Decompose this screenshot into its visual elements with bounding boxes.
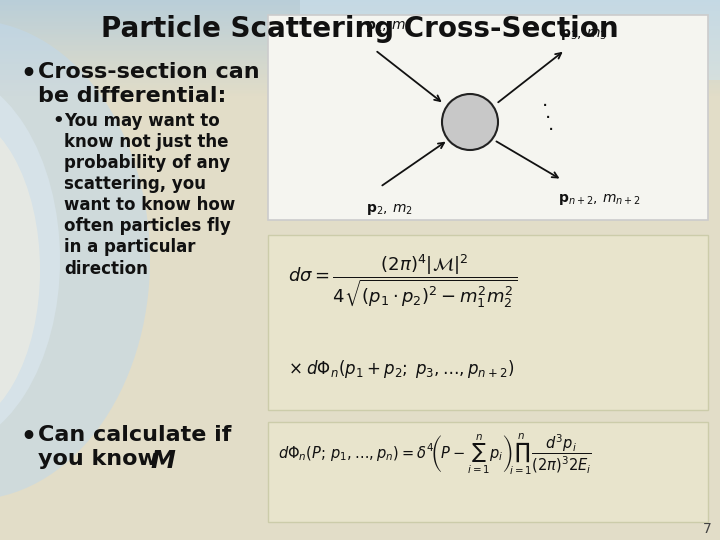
Bar [0,55,720,56]
Bar [0,11,720,13]
Bar [0,48,720,50]
Bar [0,51,720,53]
Bar [300,0,720,80]
Bar [0,25,720,27]
Text: $\mathbf{p}_2,\, m_2$: $\mathbf{p}_2,\, m_2$ [366,202,413,217]
Bar [0,21,720,22]
Ellipse shape [0,20,150,500]
Text: •: • [20,62,36,86]
Bar [0,78,720,80]
Text: M: M [150,449,175,473]
Bar [0,45,720,46]
Bar [0,46,720,48]
Text: $\times\; d\Phi_n(p_1 + p_2;\; p_3,\ldots,p_{n+2})$: $\times\; d\Phi_n(p_1 + p_2;\; p_3,\ldot… [288,358,515,380]
Bar [0,29,720,30]
Bar [0,59,720,61]
Bar [0,16,720,18]
Bar [0,33,720,35]
Bar [0,43,720,45]
Bar [0,69,720,70]
Bar [0,58,720,59]
Text: .: . [548,114,554,133]
Text: $\mathbf{p}_1,\, m_1$: $\mathbf{p}_1,\, m_1$ [365,19,412,34]
FancyBboxPatch shape [268,15,708,220]
Bar [0,22,720,24]
Text: •: • [52,112,63,130]
Bar [0,38,720,40]
Bar [0,56,720,58]
Text: $d\Phi_n(P;\,p_1,\ldots,p_n) = \delta^4\!\left(P - \sum_{i=1}^{n} p_i\right)\!\p: $d\Phi_n(P;\,p_1,\ldots,p_n) = \delta^4\… [278,432,592,477]
Bar [0,83,720,85]
Bar [0,85,720,86]
Ellipse shape [0,70,60,450]
Circle shape [442,94,498,150]
Bar [0,77,720,78]
Bar [0,61,720,63]
Bar [0,5,720,6]
Bar [0,0,720,2]
FancyBboxPatch shape [268,235,708,410]
Bar [0,42,720,43]
Text: .: . [545,103,551,122]
Text: •: • [20,425,36,449]
Bar [0,80,720,82]
Text: Particle Scattering Cross-Section: Particle Scattering Cross-Section [102,15,618,43]
Bar [0,86,720,88]
Text: $\mathbf{p}_3,\, m_3$: $\mathbf{p}_3,\, m_3$ [560,27,607,42]
Bar [0,53,720,55]
Bar [0,72,720,73]
Bar [0,32,720,33]
Bar [0,70,720,72]
Bar [0,2,720,3]
Bar [0,63,720,64]
Bar [0,10,720,11]
Bar [0,24,720,25]
Bar [0,6,720,8]
Bar [0,15,720,16]
Bar [0,93,720,94]
Bar [0,37,720,38]
Bar [0,35,720,37]
Bar [0,18,720,19]
Bar [0,13,720,15]
Text: You may want to
know not just the
probability of any
scattering, you
want to kno: You may want to know not just the probab… [64,112,235,278]
Bar [0,67,720,69]
Text: .: . [542,91,548,110]
Text: 7: 7 [703,522,712,536]
Bar [0,3,720,5]
Bar [0,64,720,65]
Bar [0,91,720,93]
Text: Can calculate if
you know: Can calculate if you know [38,425,231,469]
FancyBboxPatch shape [268,422,708,522]
Text: $d\sigma = \dfrac{(2\pi)^4 |\mathcal{M}|^2}{4\sqrt{(p_1 \cdot p_2)^2 - m_1^2 m_2: $d\sigma = \dfrac{(2\pi)^4 |\mathcal{M}|… [288,253,517,311]
Bar [0,8,720,10]
Bar [0,82,720,83]
Bar [0,50,720,51]
Text: Cross-section can
be differential:: Cross-section can be differential: [38,62,260,106]
Bar [0,94,720,96]
Bar [0,88,720,90]
Bar [0,75,720,77]
Bar [0,30,720,32]
Bar [0,65,720,67]
Bar [0,19,720,21]
Bar [0,27,720,29]
Ellipse shape [0,110,40,430]
Bar [0,73,720,75]
Bar [0,90,720,91]
Bar [0,40,720,42]
Text: $\mathbf{p}_{n+2},\, m_{n+2}$: $\mathbf{p}_{n+2},\, m_{n+2}$ [558,192,641,207]
